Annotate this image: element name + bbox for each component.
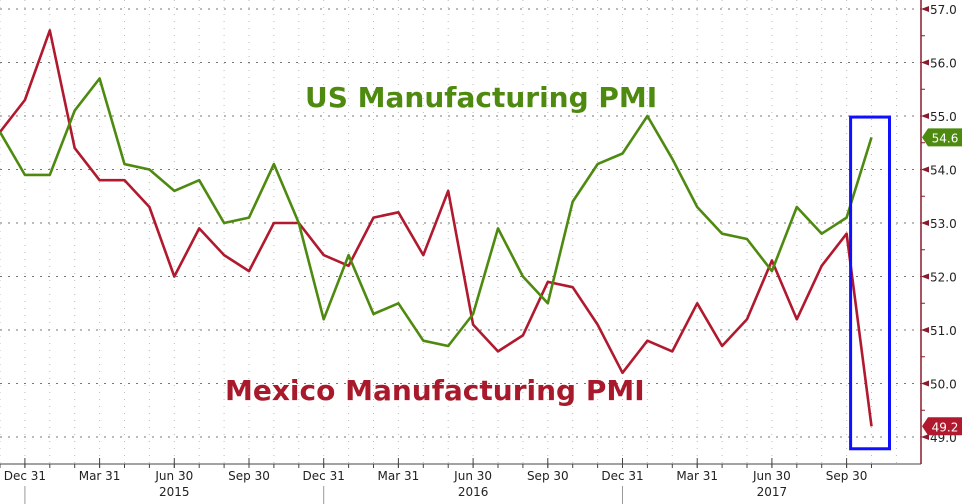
- year-label: 2015: [159, 485, 190, 499]
- y-tick-label: 57.0: [930, 3, 957, 17]
- last-value-label: 49.2: [932, 420, 959, 434]
- last-value-label: 54.6: [932, 131, 959, 145]
- x-tick-label: Jun 30: [752, 469, 791, 483]
- x-tick-label: Mar 31: [378, 469, 420, 483]
- y-tick-label: 53.0: [930, 217, 957, 231]
- y-tick-marker: [921, 59, 929, 66]
- grid-lines: [0, 0, 921, 464]
- x-tick-label: Jun 30: [154, 469, 193, 483]
- year-label: 2016: [458, 485, 489, 499]
- y-tick-label: 51.0: [930, 324, 957, 338]
- x-tick-label: Dec 31: [601, 469, 643, 483]
- y-tick-label: 55.0: [930, 110, 957, 124]
- y-tick-marker: [921, 166, 929, 173]
- us-series-annotation: US Manufacturing PMI: [305, 81, 657, 114]
- y-tick-marker: [921, 327, 929, 333]
- x-tick-label: Sep 30: [228, 469, 270, 483]
- y-tick-marker: [921, 380, 929, 387]
- y-tick-marker: [921, 113, 929, 119]
- x-tick-label: Mar 31: [676, 469, 718, 483]
- y-tick-label: 50.0: [930, 378, 957, 392]
- mexico-series-annotation: Mexico Manufacturing PMI: [225, 374, 645, 407]
- series-line-us: [0, 77, 873, 348]
- x-tick-label: Dec 31: [303, 469, 345, 483]
- y-tick-label: 54.0: [930, 164, 957, 178]
- series-lines: [0, 29, 873, 427]
- x-tick-label: Sep 30: [527, 469, 569, 483]
- y-tick-marker: [921, 220, 929, 226]
- overlay: 49.2 54.6: [849, 115, 962, 451]
- y-tick-marker: [921, 434, 929, 440]
- y-tick-marker: [921, 273, 929, 280]
- x-tick-label: Sep 30: [826, 469, 868, 483]
- y-tick-label: 52.0: [930, 271, 957, 285]
- x-tick-label: Dec 31: [4, 469, 46, 483]
- x-tick-label: Jun 30: [453, 469, 492, 483]
- last-value-badge: [922, 128, 962, 147]
- series-line-mexico: [0, 29, 873, 427]
- y-tick-label: 56.0: [930, 57, 957, 71]
- highlight-box: [849, 115, 891, 451]
- x-tick-label: Mar 31: [79, 469, 121, 483]
- y-tick-marker: [921, 6, 929, 12]
- last-value-badge: [922, 417, 962, 436]
- year-label: 2017: [757, 485, 788, 499]
